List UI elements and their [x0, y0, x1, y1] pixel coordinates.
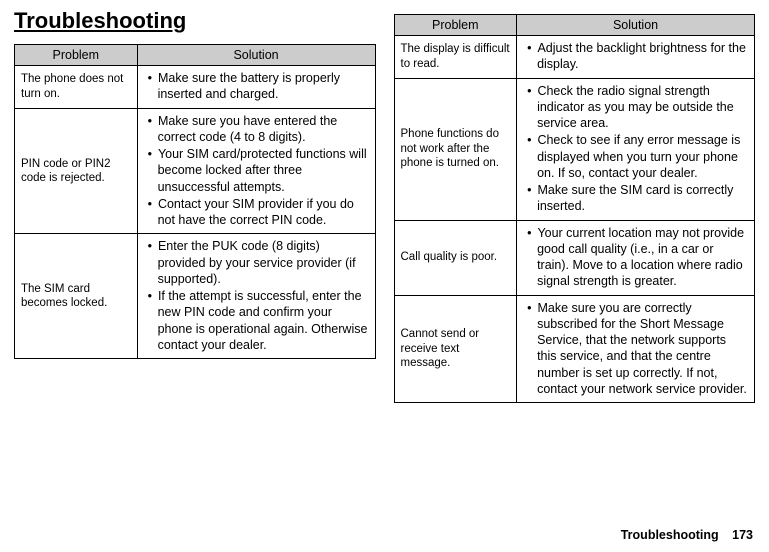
solution-cell: Make sure you are correctly subscribed f… [517, 295, 755, 403]
list-item: Check to see if any error message is dis… [523, 132, 748, 181]
page-number: 173 [732, 528, 753, 542]
problem-cell: The SIM card becomes locked. [15, 234, 138, 359]
list-item: Contact your SIM provider if you do not … [144, 196, 369, 229]
header-problem: Problem [15, 45, 138, 66]
problem-cell: Phone functions do not work after the ph… [394, 78, 517, 220]
problem-cell: PIN code or PIN2 code is rejected. [15, 108, 138, 234]
page-footer: Troubleshooting 173 [621, 528, 753, 542]
list-item: Make sure you have entered the correct c… [144, 113, 369, 146]
header-solution: Solution [137, 45, 375, 66]
troubleshooting-table-left: Problem Solution The phone does not turn… [14, 44, 376, 359]
header-problem: Problem [394, 15, 517, 36]
list-item: Adjust the backlight brightness for the … [523, 40, 748, 73]
list-item: Enter the PUK code (8 digits) provided b… [144, 238, 369, 287]
solution-cell: Make sure the battery is properly insert… [137, 66, 375, 109]
list-item: Your current location may not provide go… [523, 225, 748, 290]
table-row: The SIM card becomes locked. Enter the P… [15, 234, 376, 359]
list-item: Make sure the SIM card is correctly inse… [523, 182, 748, 215]
problem-cell: The phone does not turn on. [15, 66, 138, 109]
table-row: PIN code or PIN2 code is rejected. Make … [15, 108, 376, 234]
footer-label: Troubleshooting [621, 528, 719, 542]
list-item: Make sure the battery is properly insert… [144, 70, 369, 103]
solution-cell: Enter the PUK code (8 digits) provided b… [137, 234, 375, 359]
table-row: Call quality is poor. Your current locat… [394, 220, 755, 295]
list-item: If the attempt is successful, enter the … [144, 288, 369, 353]
list-item: Your SIM card/protected functions will b… [144, 146, 369, 195]
list-item: Check the radio signal strength indicato… [523, 83, 748, 132]
solution-cell: Make sure you have entered the correct c… [137, 108, 375, 234]
solution-cell: Adjust the backlight brightness for the … [517, 36, 755, 79]
right-column: Problem Solution The display is difficul… [394, 14, 756, 403]
solution-cell: Check the radio signal strength indicato… [517, 78, 755, 220]
problem-cell: Cannot send or receive text message. [394, 295, 517, 403]
table-row: The phone does not turn on. Make sure th… [15, 66, 376, 109]
problem-cell: Call quality is poor. [394, 220, 517, 295]
content-columns: Problem Solution The phone does not turn… [14, 44, 755, 403]
header-solution: Solution [517, 15, 755, 36]
list-item: Make sure you are correctly subscribed f… [523, 300, 748, 398]
left-column: Problem Solution The phone does not turn… [14, 44, 376, 403]
table-row: Phone functions do not work after the ph… [394, 78, 755, 220]
troubleshooting-table-right: Problem Solution The display is difficul… [394, 14, 756, 403]
solution-cell: Your current location may not provide go… [517, 220, 755, 295]
table-row: The display is difficult to read. Adjust… [394, 36, 755, 79]
table-row: Cannot send or receive text message. Mak… [394, 295, 755, 403]
problem-cell: The display is difficult to read. [394, 36, 517, 79]
